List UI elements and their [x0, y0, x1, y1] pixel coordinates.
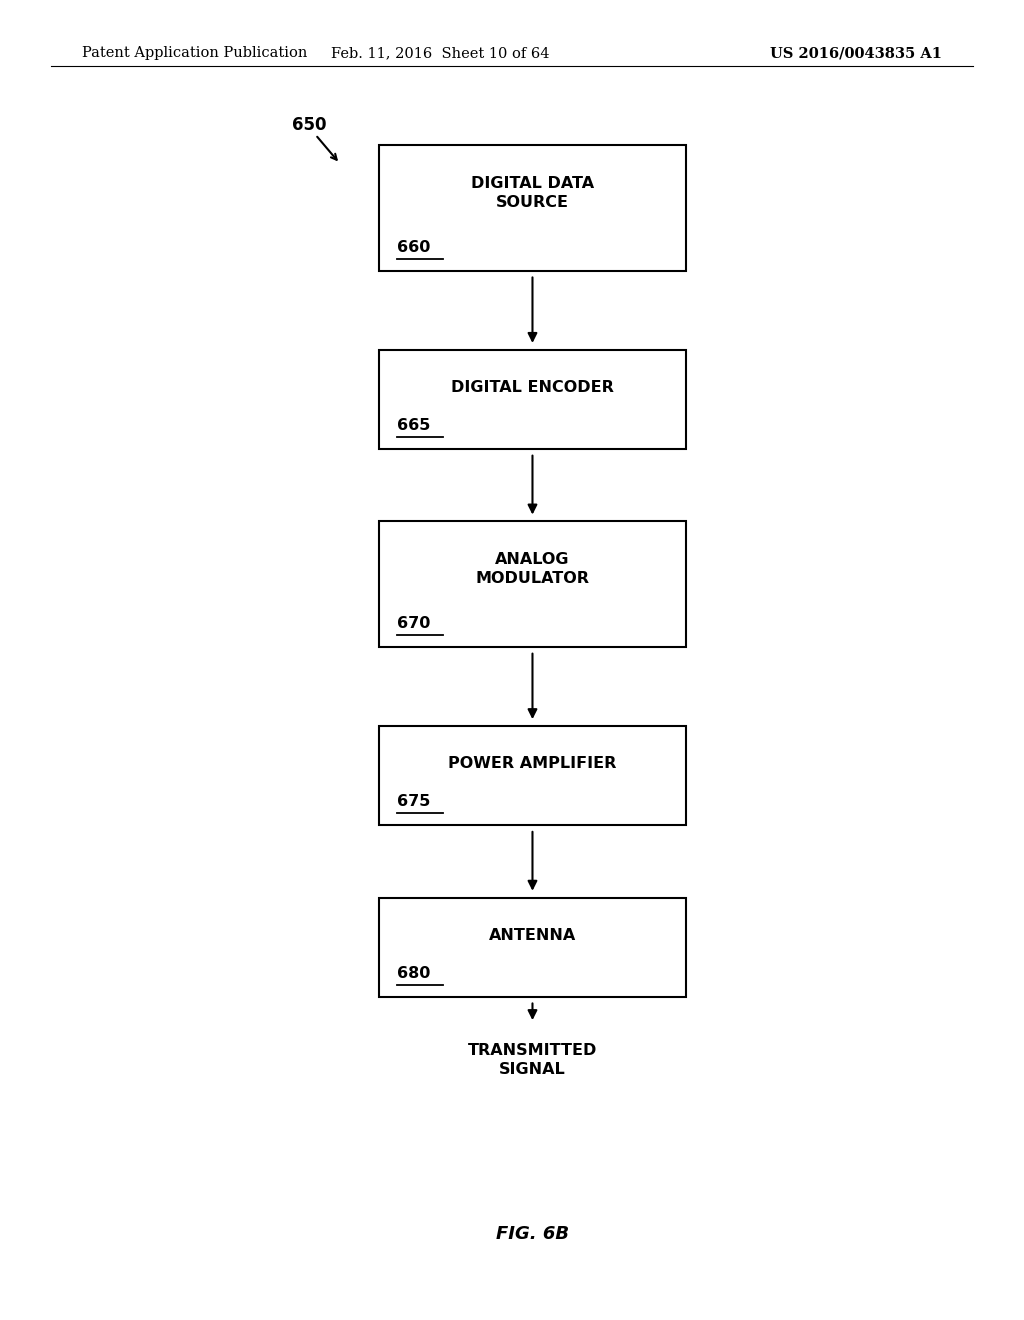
FancyBboxPatch shape — [379, 898, 686, 997]
Text: ANALOG
MODULATOR: ANALOG MODULATOR — [475, 552, 590, 586]
FancyBboxPatch shape — [379, 521, 686, 647]
Text: DIGITAL ENCODER: DIGITAL ENCODER — [451, 380, 614, 395]
Text: 665: 665 — [397, 418, 431, 433]
Text: DIGITAL DATA
SOURCE: DIGITAL DATA SOURCE — [471, 176, 594, 210]
FancyBboxPatch shape — [379, 726, 686, 825]
Text: ANTENNA: ANTENNA — [488, 928, 577, 942]
Text: 675: 675 — [397, 795, 431, 809]
Text: FIG. 6B: FIG. 6B — [496, 1225, 569, 1243]
Text: Feb. 11, 2016  Sheet 10 of 64: Feb. 11, 2016 Sheet 10 of 64 — [331, 46, 550, 61]
FancyBboxPatch shape — [379, 350, 686, 449]
Text: 650: 650 — [292, 116, 327, 135]
Text: 680: 680 — [397, 966, 431, 981]
Text: 660: 660 — [397, 240, 431, 255]
Text: POWER AMPLIFIER: POWER AMPLIFIER — [449, 756, 616, 771]
Text: 670: 670 — [397, 616, 431, 631]
Text: US 2016/0043835 A1: US 2016/0043835 A1 — [770, 46, 942, 61]
FancyBboxPatch shape — [379, 145, 686, 271]
Text: Patent Application Publication: Patent Application Publication — [82, 46, 307, 61]
Text: TRANSMITTED
SIGNAL: TRANSMITTED SIGNAL — [468, 1043, 597, 1077]
